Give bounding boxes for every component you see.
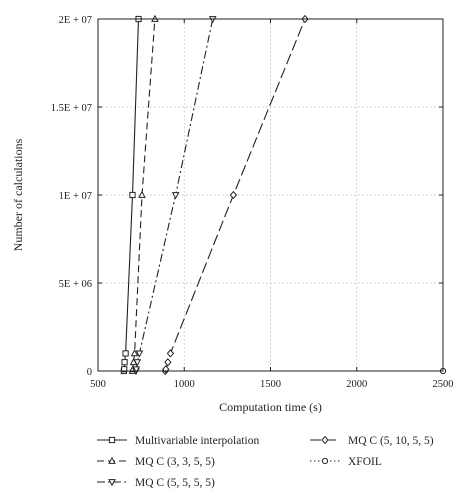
data-point: [129, 191, 136, 199]
legend-marker: [321, 435, 329, 445]
grid: [98, 19, 443, 371]
y-axis-title: Number of calculations: [11, 138, 25, 251]
data-point: [171, 192, 180, 200]
legend-label: MQ C (5, 10, 5, 5): [348, 435, 434, 447]
legend-item: Multivariable interpolation: [97, 435, 259, 447]
x-tick-label: 1000: [174, 379, 195, 390]
y-tick-label: 0: [87, 367, 92, 378]
y-tick-label: 1E + 07: [59, 191, 92, 202]
legend-item: MQ C (5, 5, 5, 5): [97, 477, 215, 489]
data-point: [121, 359, 128, 366]
legend: Multivariable interpolation MQ C (5, 10, …: [97, 435, 434, 489]
legend-label: MQ C (3, 3, 5, 5): [135, 456, 215, 468]
data-point: [229, 190, 238, 200]
y-tick-label: 1.5E + 07: [51, 103, 92, 114]
data-point: [138, 190, 146, 198]
legend-label: Multivariable interpolation: [135, 435, 259, 447]
y-tick-label: 2E + 07: [59, 15, 92, 26]
legend-item: MQ C (5, 10, 5, 5): [310, 435, 434, 447]
legend-marker: [108, 436, 116, 444]
legend-marker: [108, 479, 116, 487]
axes: [97, 18, 444, 372]
data-point: [132, 366, 141, 374]
legend-item: MQ C (3, 3, 5, 5): [97, 456, 215, 468]
legend-marker: [108, 456, 116, 464]
x-axis-title: Computation time (s): [219, 400, 322, 414]
data-point: [133, 359, 142, 367]
legend-item: XFOIL: [310, 456, 382, 468]
tick-labels: 500 1000 1500 2000 2500 0 5E + 06 1E + 07 1.5E +…: [51, 15, 454, 390]
data-point: [135, 350, 144, 358]
data-point: [121, 366, 128, 373]
data-point: [130, 349, 139, 357]
data-point: [166, 349, 175, 358]
legend-label: MQ C (5, 5, 5, 5): [135, 477, 215, 489]
x-tick-label: 2000: [346, 379, 367, 390]
data-point: [122, 350, 129, 357]
series-3: [132, 16, 217, 376]
data-point: [164, 358, 172, 367]
x-tick-label: 2500: [433, 379, 454, 390]
x-tick-label: 1500: [260, 379, 281, 390]
legend-marker: [321, 457, 329, 465]
y-tick-label: 5E + 06: [59, 279, 92, 290]
x-tick-label: 500: [90, 379, 106, 390]
legend-label: XFOIL: [348, 456, 382, 468]
